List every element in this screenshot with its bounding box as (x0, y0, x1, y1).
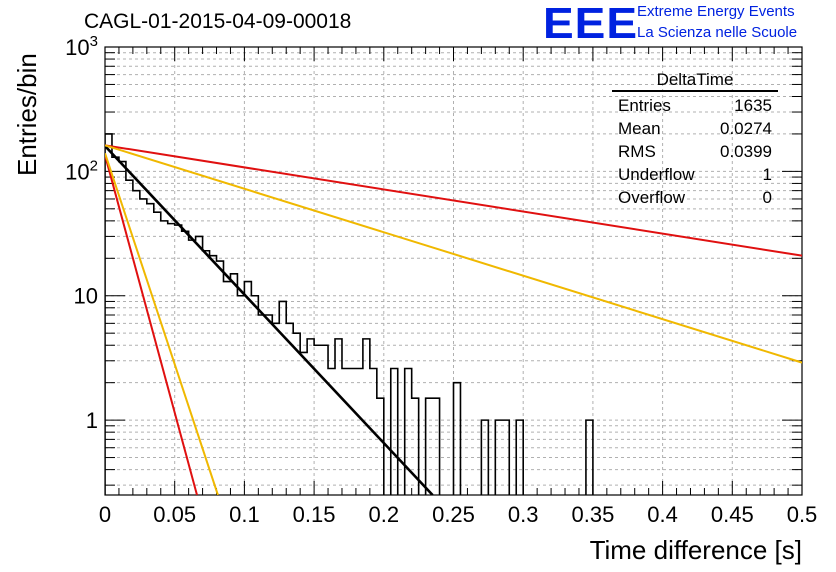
stats-label: Overflow (618, 188, 686, 207)
x-tick-label: 0.45 (711, 502, 754, 527)
stats-row: Underflow 1 (612, 163, 778, 186)
x-tick-label: 0.3 (508, 502, 539, 527)
stats-value: 0.0399 (720, 142, 772, 161)
y-tick-label: 103 (65, 33, 98, 60)
stats-box: DeltaTime Entries 1635 Mean 0.0274 RMS 0… (612, 70, 778, 209)
fit-line (105, 154, 198, 495)
stats-row: Overflow 0 (612, 186, 778, 209)
logo-line-2: La Scienza nelle Scuole (637, 24, 798, 41)
eee-logo: EEE (543, 0, 639, 48)
stats-row: Mean 0.0274 (612, 117, 778, 140)
stats-value: 1635 (734, 96, 772, 115)
fit-line (105, 145, 434, 495)
x-tick-label: 0.1 (229, 502, 260, 527)
y-tick-label: 1 (86, 408, 98, 433)
chart-title: CAGL-01-2015-04-09-00018 (84, 10, 352, 33)
x-tick-label: 0.15 (293, 502, 336, 527)
x-tick-label: 0.2 (369, 502, 400, 527)
stats-row: Entries 1635 (612, 94, 778, 117)
fit-line (105, 152, 219, 495)
stats-value: 0.0274 (720, 119, 772, 138)
stats-value: 0 (762, 188, 772, 207)
stats-value: 1 (762, 165, 772, 184)
y-tick-label: 10 (74, 284, 98, 309)
x-tick-label: 0.35 (571, 502, 614, 527)
x-axis-label: Time difference [s] (589, 535, 802, 565)
stats-row: RMS 0.0399 (612, 140, 778, 163)
stats-label: Entries (618, 96, 671, 115)
stats-label: Mean (618, 119, 661, 138)
stats-label: Underflow (618, 165, 695, 184)
logo-line-1: Extreme Energy Events (637, 3, 795, 20)
x-tick-label: 0 (99, 502, 111, 527)
y-axis-label: Entries/bin (12, 53, 42, 176)
x-tick-label: 0.05 (153, 502, 196, 527)
x-tick-label: 0.25 (432, 502, 475, 527)
fit-line (105, 144, 802, 364)
stats-label: RMS (618, 142, 656, 161)
fit-line (105, 144, 802, 257)
x-tick-label: 0.4 (647, 502, 678, 527)
x-tick-label: 0.5 (787, 502, 818, 527)
y-tick-label: 102 (65, 157, 98, 184)
stats-title: DeltaTime (612, 70, 778, 92)
